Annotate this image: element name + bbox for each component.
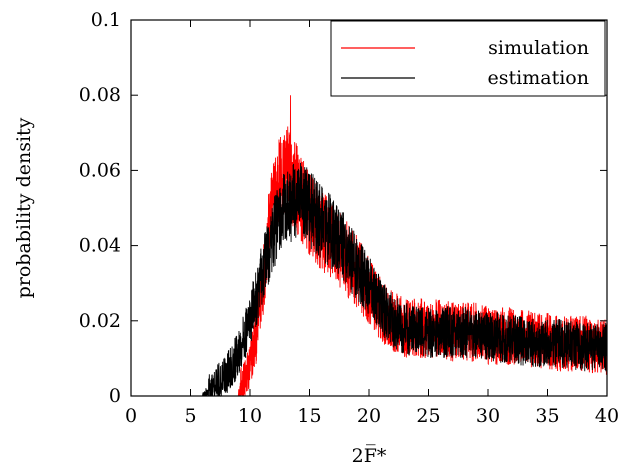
x-tick-label: 20 xyxy=(357,405,381,427)
x-tick-label: 25 xyxy=(416,405,440,427)
y-tick-label: 0.06 xyxy=(79,159,121,181)
x-tick-label: 0 xyxy=(125,405,137,427)
y-tick-label: 0.02 xyxy=(79,310,121,332)
x-tick-label: 10 xyxy=(238,405,262,427)
y-axis-label: probability density xyxy=(13,117,35,298)
legend-label-estimation: estimation xyxy=(488,67,589,89)
x-tick-label: 35 xyxy=(535,405,559,427)
series-estimation xyxy=(201,162,608,397)
legend: simulation estimation xyxy=(330,20,606,97)
y-tick-label: 0.1 xyxy=(91,9,121,31)
y-tick-label: 0 xyxy=(109,385,121,407)
tick-labels: 0 5 10 15 20 25 30 35 40 0 0.02 0.04 0.06 0.08 0.1 xyxy=(79,9,619,427)
legend-box xyxy=(330,20,606,97)
plot-lines xyxy=(201,95,608,397)
x-tick-label: 40 xyxy=(595,405,619,427)
x-axis-label: 2F̅* xyxy=(352,445,387,467)
y-tick-label: 0.08 xyxy=(79,84,121,106)
x-tick-label: 15 xyxy=(297,405,321,427)
legend-label-simulation: simulation xyxy=(488,37,589,59)
y-tick-label: 0.04 xyxy=(79,235,121,257)
x-tick-label: 5 xyxy=(184,405,196,427)
x-tick-label: 30 xyxy=(476,405,500,427)
